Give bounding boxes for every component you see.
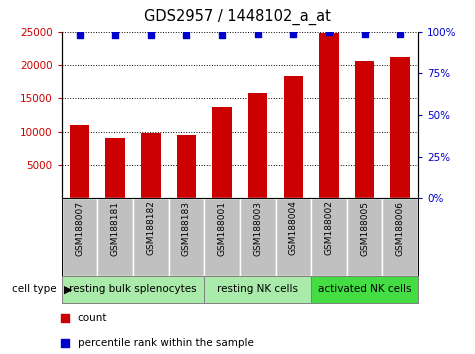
Text: activated NK cells: activated NK cells — [318, 284, 411, 295]
Bar — [141, 133, 161, 198]
Text: resting bulk splenocytes: resting bulk splenocytes — [69, 284, 197, 295]
Text: GSM188006: GSM188006 — [396, 201, 405, 256]
Text: ▶: ▶ — [64, 284, 73, 295]
Bar — [212, 107, 232, 198]
Text: GDS2957 / 1448102_a_at: GDS2957 / 1448102_a_at — [144, 9, 331, 25]
Bar — [204, 276, 311, 303]
Text: GSM188182: GSM188182 — [146, 201, 155, 256]
Bar — [347, 198, 382, 276]
Bar — [204, 198, 240, 276]
Point — [396, 31, 404, 36]
Text: count: count — [78, 313, 107, 323]
Text: percentile rank within the sample: percentile rank within the sample — [78, 338, 254, 348]
Point — [325, 29, 332, 35]
Point — [254, 31, 261, 36]
Bar — [319, 33, 339, 198]
Bar — [248, 93, 267, 198]
Bar — [169, 198, 204, 276]
Text: GSM188004: GSM188004 — [289, 201, 298, 256]
Text: resting NK cells: resting NK cells — [217, 284, 298, 295]
Point — [76, 32, 84, 38]
Bar — [62, 276, 204, 303]
Point — [182, 32, 190, 38]
Text: GSM188183: GSM188183 — [182, 201, 191, 256]
Bar — [62, 198, 97, 276]
Bar — [355, 61, 374, 198]
Bar — [276, 198, 311, 276]
Bar — [390, 57, 410, 198]
Bar — [311, 276, 418, 303]
Bar — [133, 198, 169, 276]
Text: GSM188001: GSM188001 — [218, 201, 227, 256]
Point — [147, 32, 155, 38]
Bar — [240, 198, 276, 276]
Bar — [105, 138, 125, 198]
Point — [218, 32, 226, 38]
Bar — [177, 135, 196, 198]
Point — [268, 243, 276, 249]
Bar — [284, 76, 303, 198]
Text: GSM188007: GSM188007 — [75, 201, 84, 256]
Text: GSM188005: GSM188005 — [360, 201, 369, 256]
Point — [289, 31, 297, 36]
Text: GSM188002: GSM188002 — [324, 201, 333, 256]
Bar — [382, 198, 418, 276]
Point — [361, 31, 369, 36]
Text: GSM188181: GSM188181 — [111, 201, 120, 256]
Point — [268, 13, 276, 18]
Bar — [97, 198, 133, 276]
Bar — [311, 198, 347, 276]
Text: GSM188003: GSM188003 — [253, 201, 262, 256]
Text: cell type: cell type — [12, 284, 57, 295]
Point — [111, 32, 119, 38]
Bar — [70, 125, 89, 198]
